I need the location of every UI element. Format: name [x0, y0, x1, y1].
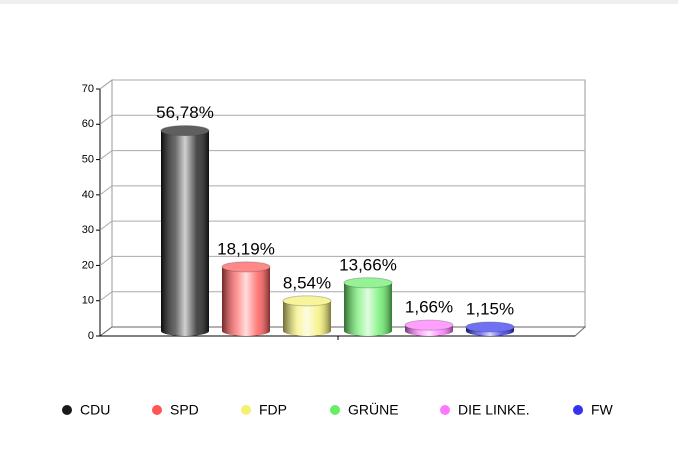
bar-top [343, 277, 393, 289]
legend-label: FW [591, 402, 614, 418]
legend-marker [62, 405, 72, 415]
bar-top [160, 125, 210, 137]
legend-marker [440, 405, 450, 415]
grid-line [99, 114, 585, 125]
legend-marker [241, 405, 251, 415]
grid-line [99, 185, 585, 196]
bar-top-shine [466, 321, 514, 332]
bar-shade [222, 266, 270, 336]
y-tick-label: 50 [82, 153, 94, 165]
bar-top [282, 295, 332, 307]
grid-line [99, 79, 585, 90]
legend-marker [330, 405, 340, 415]
value-label: 8,54% [283, 273, 331, 292]
bar-top-shine [161, 125, 209, 136]
grid-line [99, 220, 585, 231]
y-tick-label: 30 [82, 224, 94, 236]
y-tick-label: 0 [88, 330, 94, 342]
value-label: 1,66% [405, 298, 453, 317]
legend-label: DIE LINKE. [458, 402, 530, 418]
bar-shade [344, 282, 392, 336]
bar-top [404, 319, 454, 331]
legend-marker [152, 405, 162, 415]
y-tick-label: 20 [82, 259, 94, 271]
y-tick-label: 70 [82, 83, 94, 95]
legend-label: GRÜNE [348, 401, 399, 418]
grid-line [99, 150, 585, 160]
side-wall [99, 79, 113, 337]
value-label: 18,19% [217, 239, 275, 258]
bar-top-shine [344, 277, 392, 288]
legend-label: FDP [259, 402, 287, 418]
value-label: 13,66% [339, 255, 397, 274]
bar-shade [161, 130, 209, 336]
top-strip [0, 0, 678, 4]
bar-top-shine [283, 295, 331, 306]
legend-label: CDU [80, 402, 110, 418]
bar-shade [466, 326, 514, 336]
bar-shade [283, 300, 331, 336]
value-label: 56,78% [156, 103, 214, 122]
legend-label: SPD [170, 402, 199, 418]
grid-line [99, 255, 585, 266]
bar-top [465, 321, 515, 333]
value-label: 1,15% [466, 299, 514, 318]
y-tick-label: 40 [82, 189, 94, 201]
y-tick-label: 60 [82, 118, 94, 130]
bar-shade [405, 325, 453, 336]
grid-line [99, 291, 585, 302]
bar-top-shine [405, 320, 453, 331]
bar-top [221, 261, 271, 273]
legend-marker [573, 405, 583, 415]
bar-top-shine [222, 261, 270, 272]
y-tick-label: 10 [82, 295, 94, 307]
